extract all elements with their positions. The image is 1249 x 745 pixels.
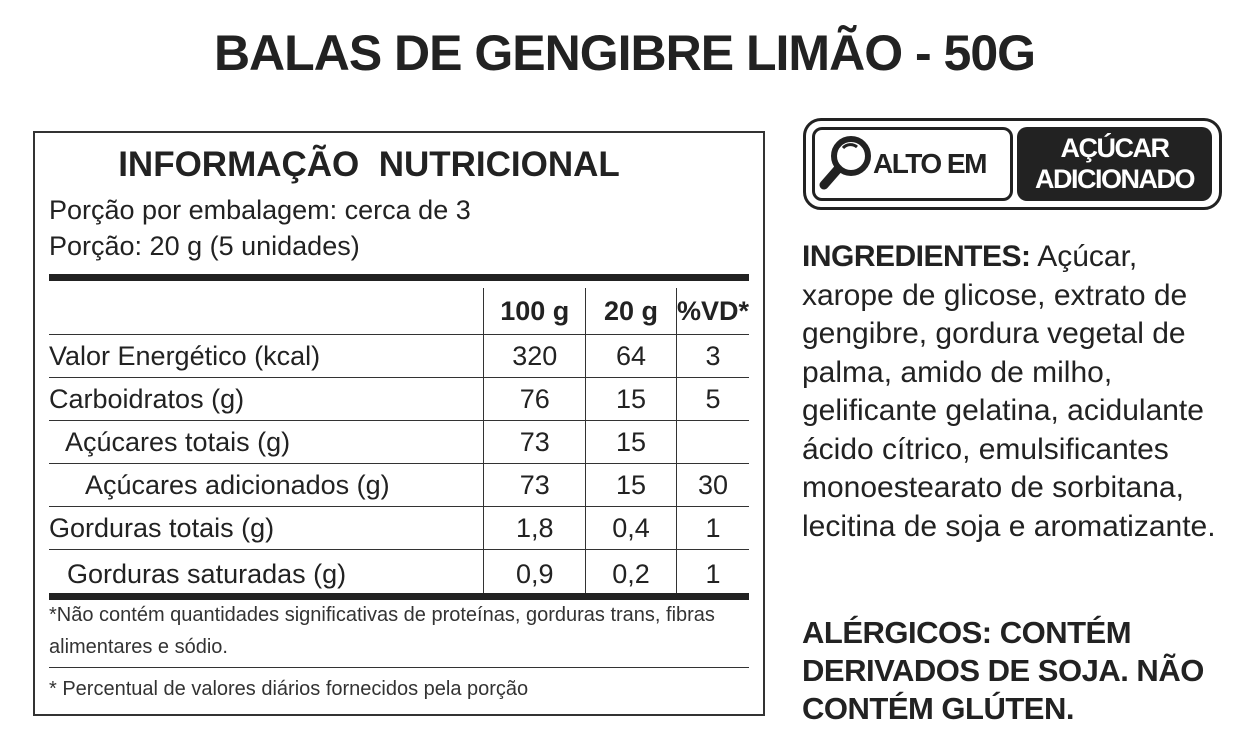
row-label: Gorduras totais (g) — [49, 506, 485, 550]
row-label: Açúcares totais (g) — [49, 420, 485, 464]
table-row: Valor Energético (kcal) 320 64 3 — [49, 334, 749, 378]
badge-right: AÇÚCAR ADICIONADO — [1017, 127, 1212, 201]
allergens: ALÉRGICOS: CONTÉM DERIVADOS DE SOJA. NÃO… — [802, 615, 1204, 726]
value-cell: 0,4 — [585, 506, 677, 550]
badge-line: ADICIONADO — [1035, 164, 1196, 194]
table-row: Açúcares adicionados (g) 73 15 30 — [49, 463, 749, 507]
row-label: Açúcares adicionados (g) — [49, 463, 485, 507]
nutrition-heading: INFORMAÇÃO NUTRICIONAL — [118, 145, 620, 184]
header-cell: 20 g — [585, 288, 677, 335]
row-label: Gorduras saturadas (g) — [49, 549, 485, 598]
warning-badge: ALTO EM AÇÚCAR ADICIONADO — [803, 118, 1222, 210]
magnifier-icon — [819, 136, 871, 190]
value-cell: 76 — [483, 377, 587, 421]
header-cell: 100 g — [483, 288, 587, 335]
footnote: *Não contém quantidades significativas d… — [49, 604, 715, 658]
value-cell: 1 — [675, 506, 749, 550]
value-cell: 64 — [585, 334, 677, 378]
value-cell: 0,2 — [585, 549, 677, 598]
table-row: Carboidratos (g) 76 15 5 — [49, 377, 749, 421]
product-title: BALAS DE GENGIBRE LIMÃO - 50G — [213, 25, 1036, 81]
row-label: Valor Energético (kcal) — [49, 334, 485, 378]
rule — [49, 274, 749, 281]
table-row: Gorduras saturadas (g) 0,9 0,2 1 — [49, 549, 749, 598]
rule — [49, 593, 749, 600]
value-cell — [675, 420, 749, 464]
cell — [49, 288, 485, 335]
serving-size: Porção: 20 g (5 unidades) — [49, 231, 360, 261]
table-row: Gorduras totais (g) 1,8 0,4 1 — [49, 506, 749, 550]
ingredients-text: Açúcar, xarope de glicose, extrato de ge… — [802, 240, 1216, 543]
nutrition-box: INFORMAÇÃO NUTRICIONAL Porção por embala… — [33, 131, 765, 716]
value-cell: 1,8 — [483, 506, 587, 550]
value-cell: 3 — [675, 334, 749, 378]
nutrition-table: 100 g 20 g %VD* Valor Energético (kcal) 3… — [49, 288, 749, 598]
value-cell: 30 — [675, 463, 749, 507]
badge-left-text: ALTO EM — [873, 148, 987, 179]
badge-line: AÇÚCAR — [1060, 133, 1171, 163]
rule — [49, 667, 749, 668]
value-cell: 73 — [483, 463, 587, 507]
ingredients-label: INGREDIENTES: — [802, 240, 1031, 273]
header-cell: %VD* — [675, 288, 749, 335]
badge-left: ALTO EM — [812, 127, 1013, 201]
value-cell: 15 — [585, 420, 677, 464]
value-cell: 5 — [675, 377, 749, 421]
value-cell: 73 — [483, 420, 587, 464]
value-cell: 15 — [585, 463, 677, 507]
footnote: * Percentual de valores diários fornecid… — [49, 678, 529, 700]
servings-per-package: Porção por embalagem: cerca de 3 — [49, 195, 471, 225]
value-cell: 320 — [483, 334, 587, 378]
ingredients: INGREDIENTES: Açúcar, xarope de glicose,… — [802, 238, 1232, 546]
row-label: Carboidratos (g) — [49, 377, 485, 421]
value-cell: 1 — [675, 549, 749, 598]
table-row: Açúcares totais (g) 73 15 — [49, 420, 749, 464]
value-cell: 15 — [585, 377, 677, 421]
value-cell: 0,9 — [483, 549, 587, 598]
